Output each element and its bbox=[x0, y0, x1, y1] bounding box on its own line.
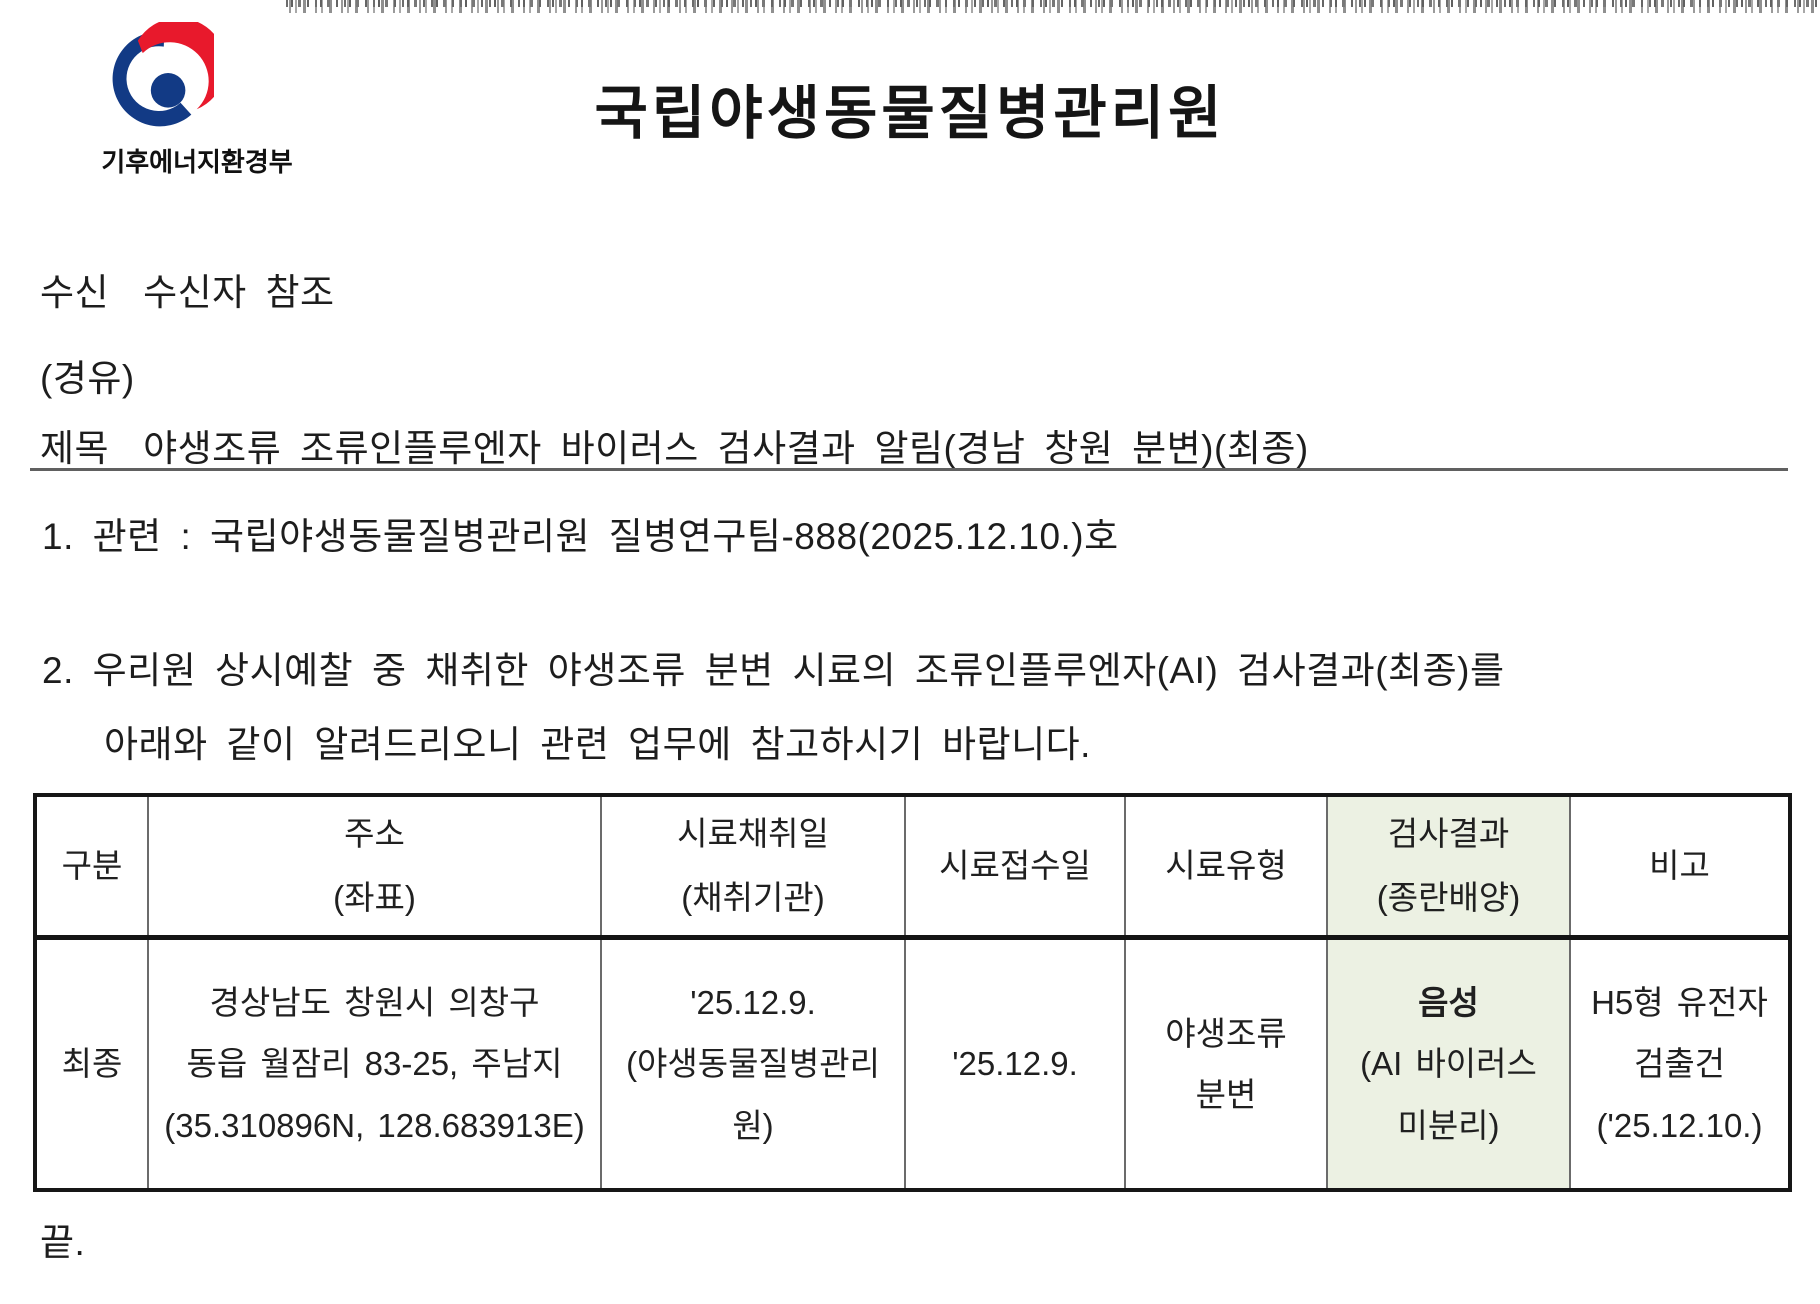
notice-line-1: 2. 우리원 상시예찰 중 채취한 야생조류 분변 시료의 조류인플루엔자(AI… bbox=[42, 650, 1505, 691]
header-test-result: 검사결과 (종란배양) bbox=[1326, 794, 1571, 940]
result-table: 구분 주소 (좌표) 시료채취일 (채취기관) 시료접수일 시료유형 검사결과 … bbox=[33, 793, 1792, 1192]
title-divider bbox=[30, 468, 1788, 471]
ministry-name-label: 기후에너지환경부 bbox=[101, 147, 293, 177]
subject-line: 제목 야생조류 조류인플루엔자 바이러스 검사결과 알림(경남 창원 분변)(최종… bbox=[40, 418, 1309, 472]
header-collection-date: 시료채취일 (채취기관) bbox=[600, 794, 906, 940]
table-data-row: 최종 경상남도 창원시 의창구 동읍 월잠리 83-25, 주남지 (35.31… bbox=[33, 936, 1792, 1191]
notice-line-2: 아래와 같이 알려드리오니 관련 업무에 참고하시기 바랍니다. bbox=[104, 724, 1091, 765]
cell-remarks: H5형 유전자 검출건 ('25.12.10.) bbox=[1569, 936, 1792, 1191]
test-result-negative: 음성 bbox=[1418, 984, 1479, 1022]
recipient-label: 수신 bbox=[40, 272, 110, 313]
related-reference-line: 1. 관련 : 국립야생동물질병관리원 질병연구팀-888(2025.12.10… bbox=[42, 516, 1119, 557]
cell-test-result: 음성 (AI 바이러스 미분리) bbox=[1326, 936, 1571, 1191]
document-title: 국립야생동물질병관리원 bbox=[594, 81, 1226, 146]
cell-receipt-date: '25.12.9. bbox=[904, 936, 1126, 1191]
table-header-row: 구분 주소 (좌표) 시료채취일 (채취기관) 시료접수일 시료유형 검사결과 … bbox=[33, 794, 1792, 940]
subject-text: 야생조류 조류인플루엔자 바이러스 검사결과 알림(경남 창원 분변)(최종) bbox=[143, 428, 1309, 469]
header-receipt-date: 시료접수일 bbox=[904, 794, 1126, 940]
header-address: 주소 (좌표) bbox=[147, 794, 602, 940]
subject-label: 제목 bbox=[40, 428, 110, 469]
top-cut-text-strip bbox=[286, 0, 1820, 13]
header-category: 구분 bbox=[33, 794, 149, 940]
cell-address: 경상남도 창원시 의창구 동읍 월잠리 83-25, 주남지 (35.31089… bbox=[147, 936, 602, 1191]
cell-collection-date: '25.12.9. (야생동물질병관리원) bbox=[600, 936, 906, 1191]
end-mark: 끝. bbox=[40, 1222, 86, 1263]
ministry-logo: 기후에너지환경부 bbox=[92, 22, 302, 179]
header-remarks: 비고 bbox=[1569, 794, 1792, 940]
government-emblem-icon bbox=[112, 22, 214, 127]
cell-sample-type: 야생조류 분변 bbox=[1124, 936, 1328, 1191]
cell-category: 최종 bbox=[33, 936, 149, 1191]
recipient-value: 수신자 참조 bbox=[143, 272, 335, 313]
header-sample-type: 시료유형 bbox=[1124, 794, 1328, 940]
recipient-line: 수신 수신자 참조 bbox=[40, 262, 335, 316]
via-line: (경유) bbox=[40, 358, 135, 399]
